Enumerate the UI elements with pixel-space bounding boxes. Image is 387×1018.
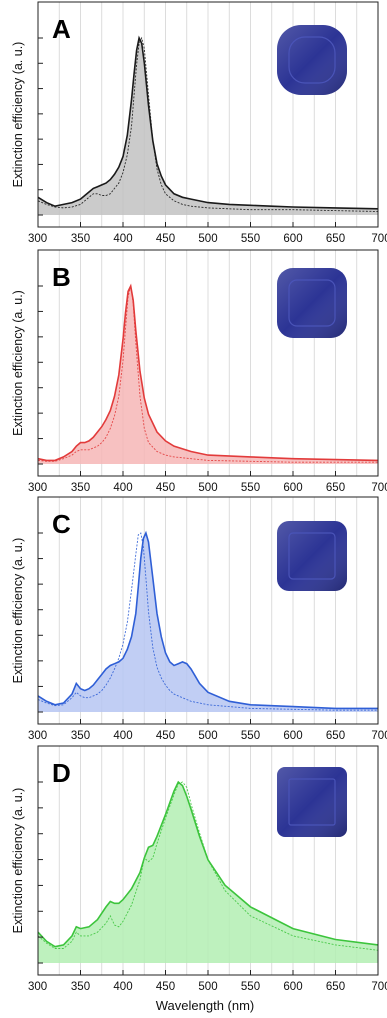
series-line-solid xyxy=(37,283,379,462)
x-tick-label: 400 xyxy=(113,981,132,993)
x-tick-label: 400 xyxy=(113,233,132,245)
x-tick-label: 400 xyxy=(113,482,132,494)
nanocube-shape-icon xyxy=(277,521,347,591)
x-tick-label: 500 xyxy=(198,981,217,993)
x-tick-label: 700 xyxy=(371,981,387,993)
x-tick-label: 550 xyxy=(241,482,260,494)
x-tick-label: 400 xyxy=(113,730,132,742)
x-tick-label: 450 xyxy=(156,981,175,993)
panels: 300 350 400 450 500 550 600 650 700 Extinction ef… xyxy=(11,1,387,993)
x-tick-label: 350 xyxy=(71,233,90,245)
panel-letter: C xyxy=(52,509,71,539)
series-line-dotted xyxy=(37,781,379,951)
x-tick-label: 350 xyxy=(71,981,90,993)
panel-letter: D xyxy=(52,758,71,788)
x-tick-label: 650 xyxy=(326,482,345,494)
x-tick-label: 600 xyxy=(283,482,302,494)
x-tick-label: 300 xyxy=(28,482,47,494)
y-axis-label: Extinction efficiency (a. u.) xyxy=(11,42,25,188)
x-tick-label: 300 xyxy=(28,981,47,993)
x-tick-label: 650 xyxy=(326,233,345,245)
panel-letter: A xyxy=(52,14,71,44)
panel-c: 300 350 400 450 500 550 600 650 700 Extinction ef… xyxy=(11,496,387,742)
x-tick-label: 550 xyxy=(241,981,260,993)
x-tick-label: 600 xyxy=(283,981,302,993)
series-line-dotted xyxy=(37,36,379,212)
x-tick-label: 300 xyxy=(28,233,47,245)
x-tick-label: 500 xyxy=(198,233,217,245)
nanocube-shape-icon xyxy=(277,25,347,95)
x-tick-label: 500 xyxy=(198,482,217,494)
x-tick-label: 300 xyxy=(28,730,47,742)
x-tick-label: 700 xyxy=(371,730,387,742)
x-tick-label: 600 xyxy=(283,730,302,742)
x-tick-label: 550 xyxy=(241,233,260,245)
x-tick-label: 500 xyxy=(198,730,217,742)
x-tick-label: 700 xyxy=(371,482,387,494)
x-tick-label: 450 xyxy=(156,730,175,742)
x-axis-label: Wavelength (nm) xyxy=(156,998,255,1013)
series-line-solid xyxy=(37,35,379,210)
x-tick-label: 550 xyxy=(241,730,260,742)
nanocube-shape-icon xyxy=(277,268,347,338)
x-tick-label: 350 xyxy=(71,482,90,494)
series-fill-area xyxy=(38,533,378,712)
x-tick-label: 650 xyxy=(326,730,345,742)
y-axis-label: Extinction efficiency (a. u.) xyxy=(11,538,25,684)
x-tick-label: 700 xyxy=(371,233,387,245)
series-line-solid xyxy=(37,530,378,710)
nanocube-shape-icon xyxy=(277,767,347,837)
panel-b: 300 350 400 450 500 550 600 650 700 Extinction ef… xyxy=(11,249,387,494)
y-axis-label: Extinction efficiency (a. u.) xyxy=(11,788,25,934)
x-tick-label: 450 xyxy=(156,233,175,245)
series-fill-area xyxy=(38,286,378,464)
x-tick-label: 350 xyxy=(71,730,90,742)
x-tick-label: 650 xyxy=(326,981,345,993)
series-line-dotted xyxy=(37,532,378,711)
panel-d: 300 350 400 450 500 550 600 650 700 Extinction ef… xyxy=(11,745,387,993)
series-fill-area xyxy=(38,782,378,963)
y-axis-label: Extinction efficiency (a. u.) xyxy=(11,290,25,436)
panel-letter: B xyxy=(52,262,71,292)
x-tick-label: 450 xyxy=(156,482,175,494)
panel-a: 300 350 400 450 500 550 600 650 700 Extinction ef… xyxy=(11,1,387,245)
x-tick-label: 600 xyxy=(283,233,302,245)
series-line-dotted xyxy=(37,285,378,463)
